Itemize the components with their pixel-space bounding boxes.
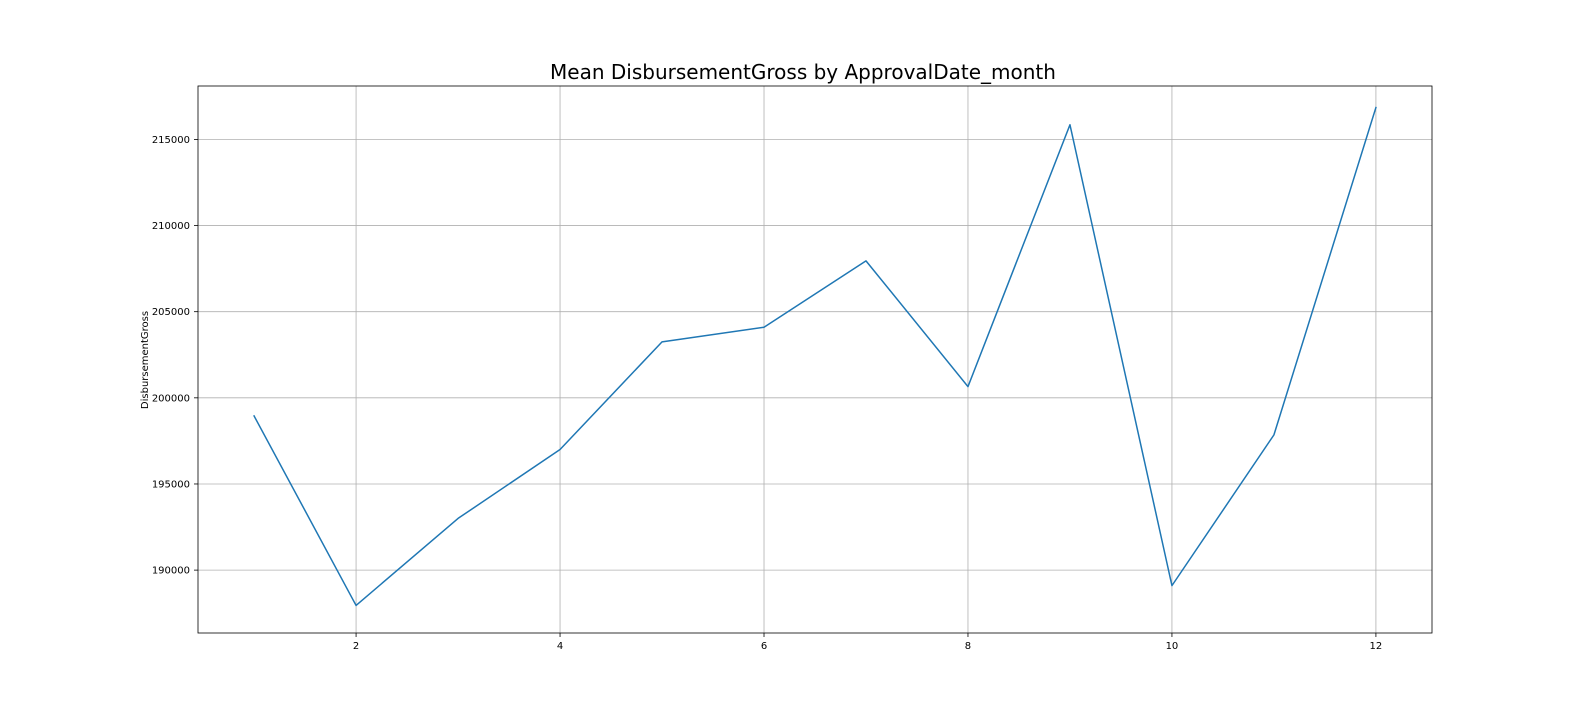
series-line bbox=[253, 106, 1377, 607]
y-axis-label: DisbursementGross bbox=[140, 311, 151, 409]
y-tick-label: 195000 bbox=[152, 479, 190, 490]
x-tick-label: 4 bbox=[557, 641, 563, 652]
y-tick-label: 205000 bbox=[152, 307, 190, 318]
x-tick-label: 6 bbox=[761, 641, 767, 652]
y-tick-label: 190000 bbox=[152, 566, 190, 577]
x-tick-label: 10 bbox=[1166, 641, 1179, 652]
y-tick-label: 215000 bbox=[152, 135, 190, 146]
y-tick-label: 200000 bbox=[152, 393, 190, 404]
x-tick-label: 8 bbox=[965, 641, 971, 652]
y-tick-label: 210000 bbox=[152, 221, 190, 232]
x-tick-label: 12 bbox=[1370, 641, 1383, 652]
series-layer bbox=[253, 106, 1377, 607]
y-axis: 190000 195000 200000 205000 210000 215000 bbox=[152, 135, 198, 577]
x-tick-label: 2 bbox=[353, 641, 359, 652]
plot-frame bbox=[197, 85, 1433, 634]
grid-lines bbox=[198, 86, 1432, 633]
x-axis: 2 4 6 8 10 12 bbox=[353, 633, 1382, 652]
chart-title: Mean DisbursementGross by ApprovalDate_m… bbox=[550, 60, 1056, 84]
